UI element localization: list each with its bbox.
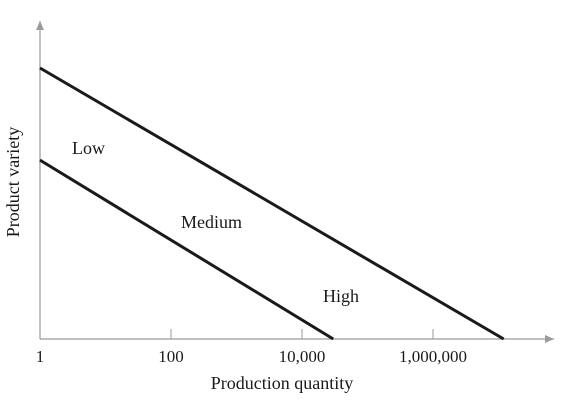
x-tick-label: 100 [158,347,184,366]
region-label-low: Low [72,138,105,158]
x-tick-labels: 1 100 10,000 1,000,000 [36,347,467,366]
x-tick-label: 10,000 [279,347,326,366]
boundary-line [39,66,505,341]
y-axis-label: Product variety [3,127,23,237]
region-label-medium: Medium [181,212,242,232]
region-label-high: High [323,286,359,306]
x-tick-label: 1,000,000 [399,347,467,366]
x-ticks [170,329,434,339]
x-tick-label: 1 [36,347,45,366]
boundary-lines [39,66,505,341]
boundary-line [39,158,335,341]
x-axis-label: Production quantity [211,373,354,393]
